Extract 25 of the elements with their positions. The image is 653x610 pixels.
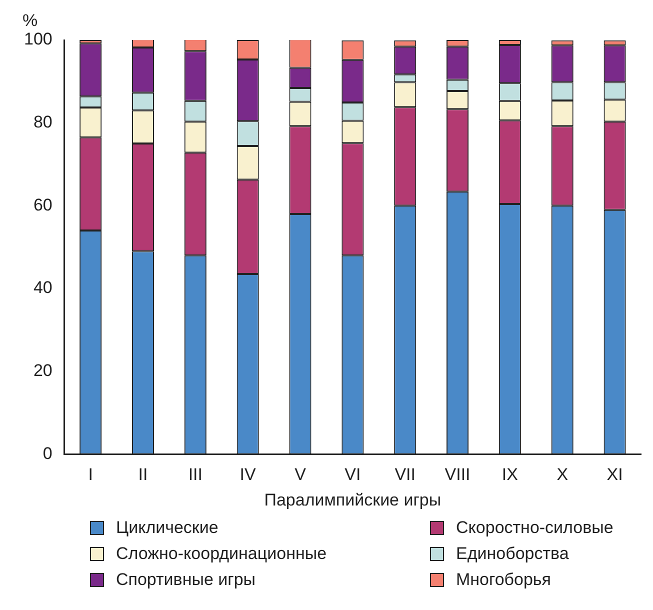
y-tick-label: 20 [33,361,52,380]
x-axis-title: Паралимпийские игры [264,490,442,510]
x-tick-label: V [294,465,307,484]
x-tick-label: VIII [444,465,470,484]
x-tick-label: VII [394,465,416,484]
x-tick-label: VI [344,465,361,484]
legend-label: Циклические [116,518,218,538]
y-tick-label: 40 [33,278,52,298]
legend-label: Единоборства [456,544,569,564]
x-tick-label: X [556,465,568,484]
y-axis-title: % [22,11,38,30]
legend-label: Спортивные игры [116,570,256,590]
legend-label: Скоростно-силовые [456,518,614,538]
x-tick-label: IV [240,465,257,484]
y-tick-label: 0 [42,444,52,463]
legend-label: Сложно-координационные [116,544,327,564]
x-tick-label: II [138,465,148,484]
y-tick-label: 80 [33,112,52,132]
x-tick-label: III [188,465,203,484]
y-tick-label: 60 [33,195,52,214]
x-tick-label: I [88,465,93,484]
x-tick-label: IX [502,465,518,484]
y-tick-label: 100 [24,30,52,49]
legend-label: Многоборья [456,570,551,590]
x-tick-label: XI [606,465,623,484]
